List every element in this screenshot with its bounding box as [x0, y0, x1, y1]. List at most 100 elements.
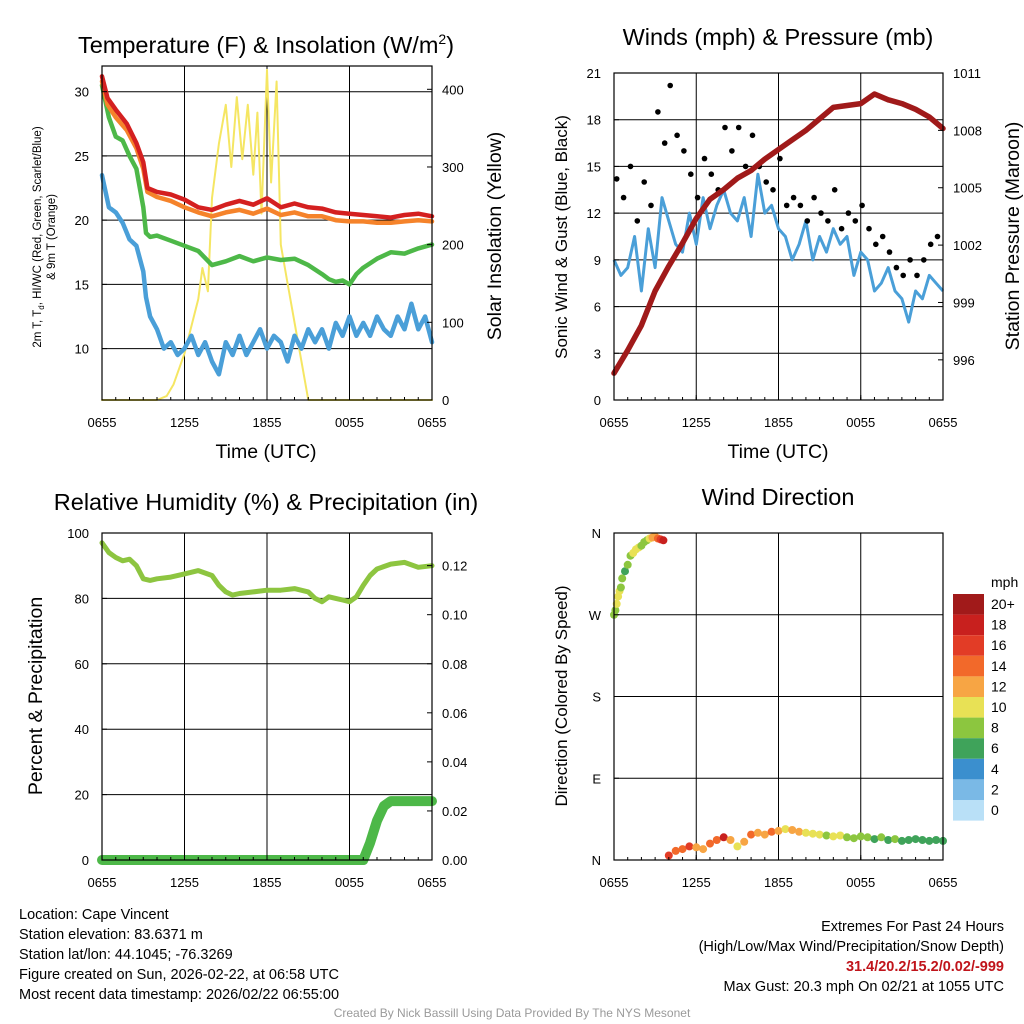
y-tick-label: 3	[594, 346, 601, 361]
direction-marker	[788, 826, 797, 834]
y-tick-label: 25	[75, 149, 89, 164]
gust-marker	[749, 132, 756, 139]
direction-marker	[870, 835, 879, 844]
gust-marker	[873, 241, 879, 248]
y2-tick-label: 400	[442, 82, 464, 97]
y2-tick-label: 1002	[953, 238, 982, 253]
gust-marker	[852, 218, 859, 224]
legend-swatch	[953, 614, 984, 636]
temperature-title: Temperature (F) & Insolation (W/m2)	[78, 31, 454, 58]
extremes-values: 31.4/20.2/15.2/0.02/-999	[845, 959, 1004, 975]
gust-marker	[866, 225, 872, 232]
gust-marker	[838, 225, 845, 232]
direction-marker	[815, 830, 824, 839]
x-tick-label: 1255	[682, 415, 711, 430]
direction-plot	[610, 532, 947, 860]
legend-label: 8	[991, 720, 999, 736]
gust-marker	[627, 163, 634, 170]
direction-marker	[659, 536, 668, 545]
y-tick-label: 21	[587, 66, 601, 81]
gust-marker	[634, 218, 641, 224]
legend-swatch	[953, 676, 984, 697]
legend-swatch	[953, 594, 984, 615]
station-elevation: Station elevation: 83.6371 m	[19, 927, 203, 943]
gust-marker	[655, 109, 661, 115]
recent-data-timestamp: Most recent data timestamp: 2026/02/22 0…	[19, 987, 340, 1003]
direction-marker	[616, 583, 625, 592]
plot-frame	[101, 532, 433, 861]
direction-marker	[822, 831, 831, 840]
gust-marker	[742, 163, 749, 170]
legend-label: 10	[991, 699, 1007, 715]
gust-marker	[667, 82, 673, 89]
gust-marker	[886, 249, 893, 255]
gust-marker	[831, 187, 838, 193]
gust-marker	[729, 148, 735, 154]
gust-marker	[818, 210, 824, 216]
y2-tick-label: 996	[953, 353, 975, 368]
winds-plot	[611, 82, 946, 376]
svg-text:& 9m T (Orange): & 9m T (Orange)	[46, 194, 58, 280]
y2-tick-label: 1011	[953, 66, 981, 81]
plot-frame	[101, 65, 433, 401]
legend-swatch	[953, 635, 984, 656]
series-line-sonic-wind	[612, 172, 945, 324]
x-tick-label: 1855	[253, 415, 282, 430]
direction-marker	[774, 826, 783, 835]
y2-tick-label: 999	[953, 295, 975, 310]
y-tick-label: 20	[75, 788, 89, 803]
y2-tick-label: 0.06	[442, 706, 467, 721]
direction-marker	[911, 835, 920, 844]
gust-marker	[620, 194, 627, 201]
temperature-grid	[102, 66, 432, 400]
series-line-relative-humidity	[99, 540, 435, 605]
y2-tick-label: 300	[442, 160, 464, 175]
svg-text:2m T, Td, HI/WC (Red, Green, S: 2m T, Td, HI/WC (Red, Green, Scarlet/Blu…	[32, 126, 46, 347]
direction-marker	[760, 830, 769, 839]
legend-swatch	[953, 800, 984, 821]
direction-marker	[621, 567, 629, 576]
direction-marker	[747, 830, 756, 839]
y-tick-label: 30	[75, 85, 89, 100]
y-tick-label: 60	[75, 657, 89, 672]
speed-legend-title: mph	[991, 574, 1018, 590]
gust-marker	[927, 241, 934, 248]
series-line-hi-wc	[99, 83, 435, 287]
legend-swatch	[953, 758, 984, 780]
direction-marker	[612, 599, 621, 608]
y2-tick-label: 0.04	[442, 755, 467, 770]
legend-label: 16	[991, 637, 1007, 653]
y-tick-label: N	[592, 526, 601, 541]
temperature-ylabel-left: 2m T, Td, HI/WC (Red, Green, Scarlet/Blu…	[32, 126, 58, 347]
gust-marker	[879, 233, 886, 240]
y-tick-label: 20	[75, 213, 89, 228]
direction-marker	[733, 842, 742, 851]
legend-label: 12	[991, 678, 1007, 694]
gust-marker	[708, 171, 715, 177]
direction-marker	[877, 833, 886, 842]
direction-grid	[614, 533, 943, 860]
direction-marker	[891, 835, 899, 844]
extremes-subtitle: (High/Low/Max Wind/Precipitation/Snow De…	[698, 939, 1004, 955]
direction-marker	[932, 836, 941, 844]
y-tick-label: N	[592, 853, 601, 868]
direction-marker	[884, 836, 893, 844]
series-line-2m-t	[99, 74, 435, 220]
gust-marker	[900, 272, 906, 279]
y-tick-label: 9	[594, 253, 601, 268]
y-tick-label: 0	[82, 853, 89, 868]
y2-tick-label: 1005	[953, 181, 982, 196]
direction-marker	[829, 832, 838, 841]
x-tick-label: 0655	[600, 875, 629, 890]
gust-marker	[783, 202, 790, 209]
x-tick-label: 0655	[929, 415, 958, 430]
y-tick-label: 40	[75, 722, 89, 737]
x-tick-label: 1855	[764, 875, 793, 890]
temperature-axes: 0655 1255 1855 0055 065510152025300100200300…	[75, 65, 464, 430]
y-tick-label: 100	[67, 526, 89, 541]
plot-frame	[613, 72, 944, 401]
y-tick-label: 18	[587, 113, 601, 128]
winds-grid	[614, 73, 943, 400]
winds-xlabel: Time (UTC)	[727, 441, 828, 463]
legend-label: 20+	[991, 596, 1015, 612]
